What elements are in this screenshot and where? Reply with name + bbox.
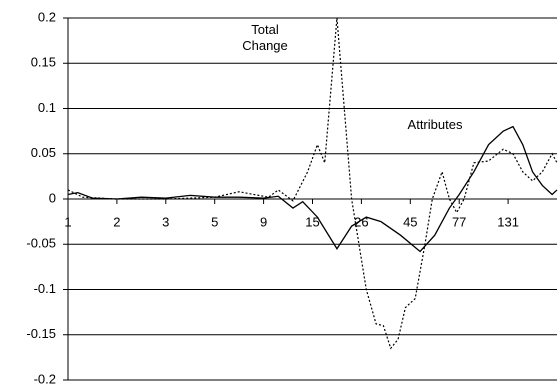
series-label: Total Change xyxy=(242,22,288,53)
series-line xyxy=(67,17,558,350)
y-tick-label: 0 xyxy=(49,190,56,205)
x-tick-label: 131 xyxy=(497,214,519,229)
x-tick-label: 15 xyxy=(305,214,319,229)
x-tick-label: 5 xyxy=(211,214,218,229)
y-tick-label: 0.15 xyxy=(31,55,56,70)
series-line xyxy=(67,125,558,253)
y-tick-label: 0.2 xyxy=(38,9,56,24)
y-tick-label: -0.2 xyxy=(34,371,56,386)
series-label: Attributes xyxy=(407,117,463,132)
x-tick-label: 2 xyxy=(113,214,120,229)
x-tick-label: 3 xyxy=(162,214,169,229)
y-tick-label: -0.1 xyxy=(34,281,56,296)
x-tick-label: 9 xyxy=(260,214,267,229)
y-tick-label: 0.05 xyxy=(31,145,56,160)
y-tick-label: -0.15 xyxy=(26,326,56,341)
x-tick-label: 77 xyxy=(452,214,466,229)
x-tick-label: 45 xyxy=(403,214,417,229)
y-tick-label: 0.1 xyxy=(38,100,56,115)
y-tick-label: -0.05 xyxy=(26,236,56,251)
x-tick-label: 1 xyxy=(64,214,71,229)
